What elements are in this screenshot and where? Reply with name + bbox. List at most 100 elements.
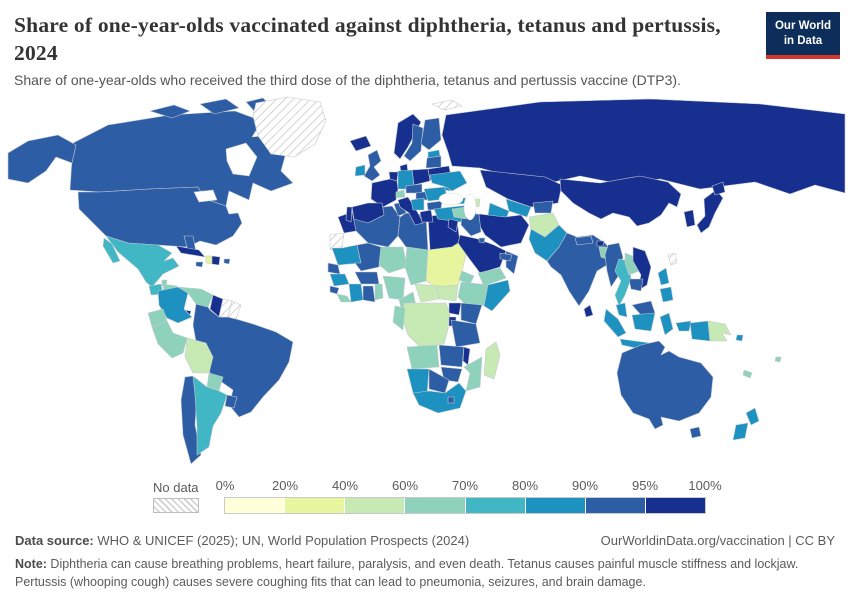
legend-segment-80-90%[interactable] bbox=[525, 498, 586, 513]
country-chad[interactable] bbox=[404, 246, 429, 286]
country-italy[interactable] bbox=[397, 196, 424, 226]
country-latvia-lithuania[interactable] bbox=[425, 155, 442, 169]
country-iraq[interactable] bbox=[460, 213, 482, 237]
legend-segment-90-95%[interactable] bbox=[585, 498, 646, 513]
country-new-caledonia[interactable] bbox=[742, 369, 753, 379]
country-uk[interactable] bbox=[363, 149, 382, 182]
country-philippines-visayas[interactable] bbox=[659, 286, 674, 303]
country-mozambique[interactable] bbox=[463, 356, 483, 392]
country-sumatra[interactable] bbox=[603, 308, 627, 338]
legend-segment-40-60%[interactable] bbox=[345, 498, 406, 513]
country-nz-south[interactable] bbox=[732, 422, 749, 441]
country-kyrgyz-tajik[interactable] bbox=[532, 200, 554, 214]
country-ukraine[interactable] bbox=[429, 170, 468, 192]
country-venezuela[interactable] bbox=[177, 286, 214, 308]
country-namibia[interactable] bbox=[406, 368, 430, 396]
legend-segment-0-20%[interactable] bbox=[225, 498, 286, 513]
attribution-link[interactable]: OurWorldinData.org/vaccination | CC BY bbox=[600, 533, 835, 548]
country-spain[interactable] bbox=[351, 202, 385, 224]
country-japan-hokkaido[interactable] bbox=[711, 181, 726, 196]
country-benin-togo[interactable] bbox=[374, 283, 384, 301]
country-dominican-republic[interactable] bbox=[211, 255, 221, 266]
country-kuwait[interactable] bbox=[478, 237, 486, 244]
country-borneo-indonesia[interactable] bbox=[631, 312, 656, 332]
country-angola[interactable] bbox=[406, 344, 440, 370]
country-finland[interactable] bbox=[420, 117, 442, 151]
country-uganda[interactable] bbox=[448, 302, 462, 316]
country-solomon[interactable] bbox=[735, 334, 744, 342]
country-nz-north[interactable] bbox=[745, 407, 760, 426]
country-nepal[interactable] bbox=[574, 235, 594, 246]
country-guinea[interactable] bbox=[329, 273, 350, 287]
country-australia[interactable] bbox=[616, 340, 714, 430]
country-sweden[interactable] bbox=[403, 123, 424, 162]
legend-color-bar[interactable] bbox=[224, 497, 706, 514]
country-burkina-faso[interactable] bbox=[354, 271, 380, 285]
country-ireland[interactable] bbox=[354, 164, 366, 177]
legend-segment-95-100%[interactable] bbox=[645, 498, 705, 513]
country-uzbekistan[interactable] bbox=[505, 198, 532, 218]
country-russia[interactable] bbox=[441, 98, 846, 195]
country-somalia[interactable] bbox=[483, 279, 511, 312]
country-french-guiana[interactable] bbox=[227, 300, 242, 320]
country-cote-divoire[interactable] bbox=[348, 283, 364, 303]
country-western-sahara[interactable] bbox=[329, 232, 345, 251]
country-kenya[interactable] bbox=[460, 302, 483, 325]
country-lesser-sunda[interactable] bbox=[675, 320, 692, 332]
country-canada-island[interactable] bbox=[199, 98, 240, 115]
country-sulawesi[interactable] bbox=[659, 312, 674, 336]
country-south-africa[interactable] bbox=[412, 382, 467, 414]
country-yemen[interactable] bbox=[477, 267, 507, 287]
country-indonesia-papua[interactable] bbox=[689, 320, 711, 342]
country-cambodia[interactable] bbox=[628, 278, 644, 292]
country-tanzania[interactable] bbox=[450, 319, 481, 348]
country-jordan-israel[interactable] bbox=[447, 218, 459, 233]
country-malaysia[interactable] bbox=[615, 302, 628, 318]
country-ghana[interactable] bbox=[362, 285, 376, 303]
country-zambia[interactable] bbox=[438, 344, 465, 368]
country-congo-gabon[interactable] bbox=[392, 305, 406, 331]
country-borneo-malaysia[interactable] bbox=[631, 300, 656, 316]
country-china[interactable] bbox=[559, 175, 682, 227]
country-philippines-luzon[interactable] bbox=[657, 267, 670, 286]
country-mali[interactable] bbox=[354, 242, 382, 272]
no-data-swatch[interactable] bbox=[153, 498, 199, 513]
country-greenland[interactable] bbox=[252, 96, 327, 158]
country-myanmar[interactable] bbox=[604, 242, 624, 288]
country-iceland[interactable] bbox=[349, 135, 372, 152]
legend-segment-70-80%[interactable] bbox=[465, 498, 526, 513]
owid-logo[interactable]: Our World in Data bbox=[766, 12, 840, 59]
country-canada-island[interactable] bbox=[149, 104, 191, 119]
country-sri-lanka[interactable] bbox=[583, 304, 594, 318]
country-alaska[interactable] bbox=[7, 134, 77, 184]
country-puerto-rico[interactable] bbox=[223, 258, 231, 265]
legend-segment-60-70%[interactable] bbox=[405, 498, 466, 513]
country-poland[interactable] bbox=[411, 168, 431, 186]
country-portugal[interactable] bbox=[345, 206, 353, 223]
country-malawi[interactable] bbox=[462, 346, 471, 366]
country-mexico[interactable] bbox=[105, 235, 180, 288]
country-fiji[interactable] bbox=[774, 356, 782, 363]
country-south-sudan[interactable] bbox=[435, 284, 459, 302]
country-uae-qatar[interactable] bbox=[499, 252, 513, 262]
country-svalbard[interactable] bbox=[431, 99, 463, 111]
country-japan[interactable] bbox=[696, 189, 724, 234]
country-drc[interactable] bbox=[401, 302, 451, 348]
country-taiwan[interactable] bbox=[667, 252, 678, 266]
country-sierra-leone[interactable] bbox=[329, 285, 340, 295]
country-mauritania[interactable] bbox=[331, 244, 362, 266]
country-greece[interactable] bbox=[419, 209, 434, 223]
country-mexico-baja[interactable] bbox=[102, 237, 121, 264]
country-lesotho[interactable] bbox=[447, 396, 455, 404]
country-madagascar[interactable] bbox=[483, 341, 501, 380]
country-korea[interactable] bbox=[683, 209, 696, 228]
country-jamaica[interactable] bbox=[195, 261, 204, 268]
country-png[interactable] bbox=[707, 320, 732, 342]
country-uruguay[interactable] bbox=[224, 394, 238, 409]
country-vietnam[interactable] bbox=[632, 246, 652, 292]
country-niger[interactable] bbox=[378, 246, 408, 274]
country-nigeria[interactable] bbox=[382, 275, 406, 301]
country-liberia[interactable] bbox=[336, 293, 352, 303]
country-tasmania[interactable] bbox=[689, 426, 702, 439]
country-argentina[interactable] bbox=[192, 375, 228, 456]
